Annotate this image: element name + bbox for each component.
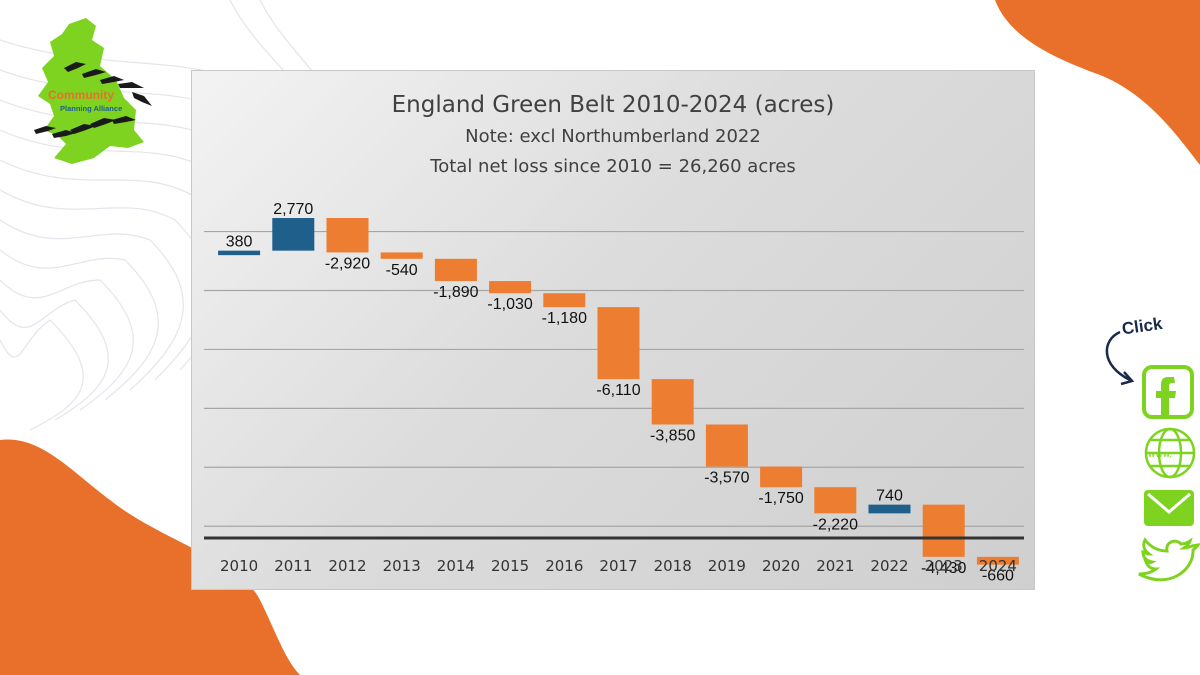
- curved-arrow-icon: [1105, 330, 1131, 382]
- web-text: www.: [1148, 450, 1172, 460]
- x-tick-2019: 2019: [708, 557, 746, 575]
- x-tick-2022: 2022: [870, 557, 908, 575]
- bar-2014: [434, 258, 477, 282]
- x-tick-2017: 2017: [599, 557, 637, 575]
- x-tick-labels: 2010 2011 2012 2013 2014 2015 2016 2017 2018 2019…: [220, 557, 1017, 575]
- x-tick-2018: 2018: [654, 557, 692, 575]
- x-tick-2013: 2013: [383, 557, 421, 575]
- data-label-2019: -3,570: [704, 470, 749, 487]
- data-label-2022: 740: [876, 488, 903, 505]
- x-tick-2023: 2023: [925, 557, 963, 575]
- bar-2023: [922, 504, 965, 557]
- uk-map-shape: [38, 18, 144, 164]
- orange-blob-bottom-left: [0, 439, 300, 675]
- data-labels: 380 2,770 -2,920 -540 -1,890 -1,030 -1,180 -6,1…: [226, 201, 1014, 585]
- orange-blob-top-right: [995, 0, 1200, 165]
- facebook-icon[interactable]: [1142, 365, 1194, 419]
- logo-text-planning-alliance: Planning Alliance: [60, 104, 122, 113]
- arrow-head-icon: [1120, 371, 1135, 386]
- data-label-2024: -660: [982, 568, 1014, 585]
- bar-2016: [543, 293, 586, 308]
- data-label-2017: -6,110: [596, 382, 640, 399]
- logo-text-community: Community: [48, 88, 114, 102]
- data-label-2014: -1,890: [433, 284, 478, 301]
- x-tick-2016: 2016: [545, 557, 583, 575]
- bars: [218, 218, 1019, 565]
- geese-silhouettes: [34, 62, 152, 138]
- data-label-2016: -1,180: [542, 310, 587, 327]
- data-label-2015: -1,030: [487, 296, 532, 313]
- social-links: Click www.: [1105, 314, 1200, 582]
- x-tick-2014: 2014: [437, 557, 475, 575]
- x-tick-2024: 2024: [979, 557, 1017, 575]
- data-label-2012: -2,920: [325, 255, 370, 272]
- twitter-icon[interactable]: [1138, 537, 1200, 582]
- community-planning-alliance-logo: Community Planning Alliance: [34, 18, 152, 164]
- data-label-2021: -2,220: [813, 516, 858, 533]
- globe-icon[interactable]: [1144, 427, 1196, 479]
- bar-2013: [380, 252, 423, 259]
- data-label-2010: 380: [226, 234, 253, 251]
- chart-title: England Green Belt 2010-2024 (acres): [392, 92, 835, 118]
- click-label: Click: [1121, 314, 1164, 339]
- x-tick-2011: 2011: [274, 557, 312, 575]
- data-label-2020: -1,750: [758, 490, 803, 507]
- bar-2017: [597, 307, 640, 380]
- x-tick-2021: 2021: [816, 557, 854, 575]
- bar-2024: [976, 556, 1019, 565]
- bar-2018: [651, 379, 694, 425]
- x-tick-2015: 2015: [491, 557, 529, 575]
- bar-2015: [489, 281, 532, 294]
- chart-subtitle-total: Total net loss since 2010 = 26,260 acres: [429, 156, 795, 177]
- bar-2020: [760, 466, 803, 488]
- x-tick-2010: 2010: [220, 557, 258, 575]
- mail-icon[interactable]: [1144, 490, 1194, 526]
- bar-2011: [272, 218, 315, 251]
- bar-2019: [705, 424, 748, 467]
- waterfall-chart: England Green Belt 2010-2024 (acres) Not…: [204, 92, 1024, 585]
- bar-2010: [218, 250, 261, 256]
- bar-2012: [326, 218, 369, 253]
- bar-2021: [814, 487, 857, 514]
- data-label-2011: 2,770: [273, 201, 313, 218]
- data-label-2013: -540: [386, 262, 418, 279]
- data-label-2023: -4,430: [921, 560, 966, 577]
- bar-2022: [868, 504, 911, 514]
- chart-subtitle-note: Note: excl Northumberland 2022: [465, 126, 761, 147]
- data-label-2018: -3,850: [650, 428, 695, 445]
- chart-panel: England Green Belt 2010-2024 (acres) Not…: [191, 70, 1035, 590]
- x-tick-2012: 2012: [328, 557, 366, 575]
- x-tick-2020: 2020: [762, 557, 800, 575]
